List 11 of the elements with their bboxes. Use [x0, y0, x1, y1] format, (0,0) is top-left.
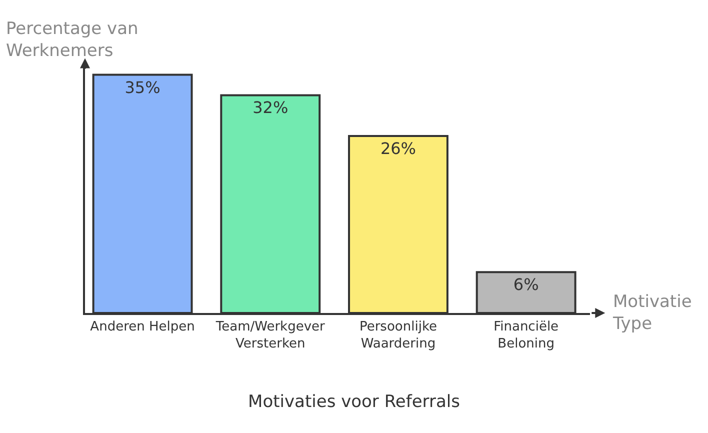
- x-tick-label: Persoonlijke Waardering: [359, 320, 438, 352]
- data-label: 32%: [252, 98, 288, 118]
- data-label: 35%: [124, 78, 160, 97]
- text: Motivaties voor Referrals: [248, 392, 460, 412]
- x-tick-label: Team/Werkgever Versterken: [214, 320, 326, 352]
- x-tick-label: Financiële Beloning: [494, 320, 559, 352]
- x-axis-title: Motivatie Type: [612, 292, 692, 334]
- data-label: 6%: [513, 275, 539, 294]
- y-axis-title: Percentage van Werknemers: [6, 19, 138, 62]
- data-label: 26%: [380, 139, 416, 158]
- x-tick-label: Anderen Helpen: [90, 320, 195, 335]
